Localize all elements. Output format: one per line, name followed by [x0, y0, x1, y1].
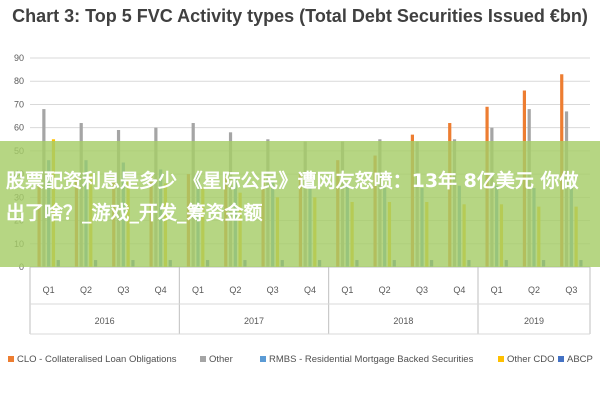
y-tick-label: 60 [14, 123, 24, 133]
legend-label: CLO - Collateralised Loan Obligations [17, 354, 177, 365]
legend-swatch [260, 356, 266, 363]
year-label: 2019 [524, 316, 544, 326]
legend-item: RMBS - Residential Mortgage Backed Secur… [260, 351, 473, 369]
legend-item: ABCP [558, 351, 593, 369]
x-tick-label: Q3 [267, 285, 279, 295]
year-label: 2018 [393, 316, 413, 326]
legend-item: Other CDO [498, 351, 555, 369]
x-tick-label: Q2 [80, 285, 92, 295]
year-label: 2017 [244, 316, 264, 326]
x-tick-label: Q2 [229, 285, 241, 295]
legend-label: RMBS - Residential Mortgage Backed Secur… [269, 354, 474, 365]
legend-label: Other [209, 354, 233, 365]
chart-title: Chart 3: Top 5 FVC Activity types (Total… [12, 6, 588, 26]
y-tick-label: 90 [14, 53, 24, 63]
x-tick-label: Q3 [416, 285, 428, 295]
x-tick-label: Q1 [491, 285, 503, 295]
chart-legend: CLO - Collateralised Loan Obligations Oth… [8, 351, 598, 369]
legend-swatch [200, 356, 206, 363]
overlay-headline[interactable]: 股票配资利息是多少 《星际公民》遭网友怒喷：13年 8亿美元 你做出了啥？_游戏… [6, 170, 579, 224]
x-tick-label: Q2 [528, 285, 540, 295]
x-tick-label: Q4 [155, 285, 167, 295]
legend-swatch [558, 356, 564, 363]
legend-label: ABCP [567, 354, 593, 365]
legend-item: Other [200, 351, 233, 369]
y-tick-label: 0 [19, 262, 24, 272]
x-tick-label: Q3 [565, 285, 577, 295]
legend-label: Other CDO [507, 354, 555, 365]
x-tick-label: Q1 [341, 285, 353, 295]
legend-swatch [498, 356, 504, 363]
x-tick-label: Q4 [453, 285, 465, 295]
y-tick-label: 70 [14, 99, 24, 109]
legend-swatch [8, 356, 14, 363]
x-tick-label: Q4 [304, 285, 316, 295]
y-tick-label: 80 [14, 76, 24, 86]
x-tick-label: Q2 [379, 285, 391, 295]
x-tick-label: Q1 [43, 285, 55, 295]
legend-item: CLO - Collateralised Loan Obligations [8, 351, 176, 369]
x-tick-label: Q1 [192, 285, 204, 295]
year-label: 2016 [95, 316, 115, 326]
overlay-banner[interactable]: 股票配资利息是多少 《星际公民》遭网友怒喷：13年 8亿美元 你做出了啥？_游戏… [0, 141, 600, 267]
x-tick-label: Q3 [117, 285, 129, 295]
